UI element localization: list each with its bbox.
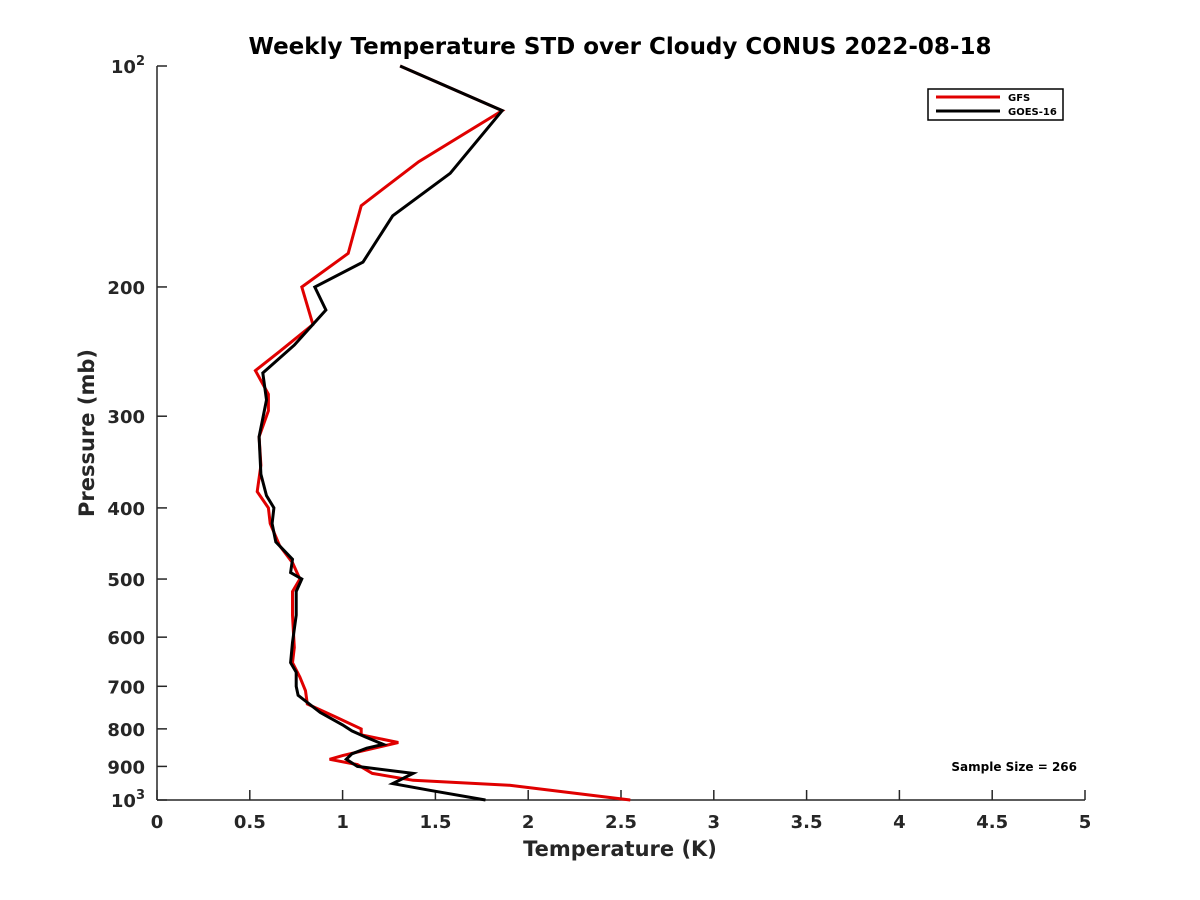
chart-title: Weekly Temperature STD over Cloudy CONUS… [249, 34, 992, 60]
y-tick-label: 300 [107, 407, 145, 428]
x-tick-label: 4 [893, 812, 906, 833]
legend-label-gfs: GFS [1008, 93, 1030, 104]
y-tick-label: 800 [107, 720, 145, 741]
legend-label-goes16: GOES-16 [1008, 107, 1057, 118]
x-tick-label: 3.5 [791, 812, 823, 833]
y-tick-label: 400 [107, 499, 145, 520]
x-tick-label: 2.5 [605, 812, 637, 833]
y-axis-label: Pressure (mb) [75, 349, 99, 517]
series-line-gfs [253, 64, 631, 802]
x-tick-label: 1 [336, 812, 349, 833]
axes: 0 0.5 1 1.5 2 2.5 3 3.5 4 4.5 5 102 200 300 400 500 600 7… [107, 54, 1091, 833]
y-tick-label: 500 [107, 570, 145, 591]
y-tick-label: 600 [107, 628, 145, 649]
y-tick-label: 700 [107, 677, 145, 698]
y-tick-label: 103 [111, 788, 145, 812]
series-line-goes16 [257, 64, 505, 802]
x-tick-label: 2 [522, 812, 535, 833]
x-tick-label: 1.5 [419, 812, 451, 833]
x-tick-label: 3 [708, 812, 721, 833]
x-tick-label: 4.5 [976, 812, 1008, 833]
legend: GFS GOES-16 [927, 88, 1064, 121]
x-tick-label: 5 [1079, 812, 1092, 833]
x-tick-label: 0 [151, 812, 164, 833]
x-axis-label: Temperature (K) [523, 837, 717, 861]
y-tick-label: 900 [107, 757, 145, 778]
x-tick-label: 0.5 [234, 812, 266, 833]
series-layer [253, 64, 631, 802]
legend-box [927, 88, 1064, 121]
y-tick-label: 200 [107, 278, 145, 299]
y-tick-label: 102 [111, 54, 145, 78]
sample-size-annotation: Sample Size = 266 [951, 760, 1077, 774]
